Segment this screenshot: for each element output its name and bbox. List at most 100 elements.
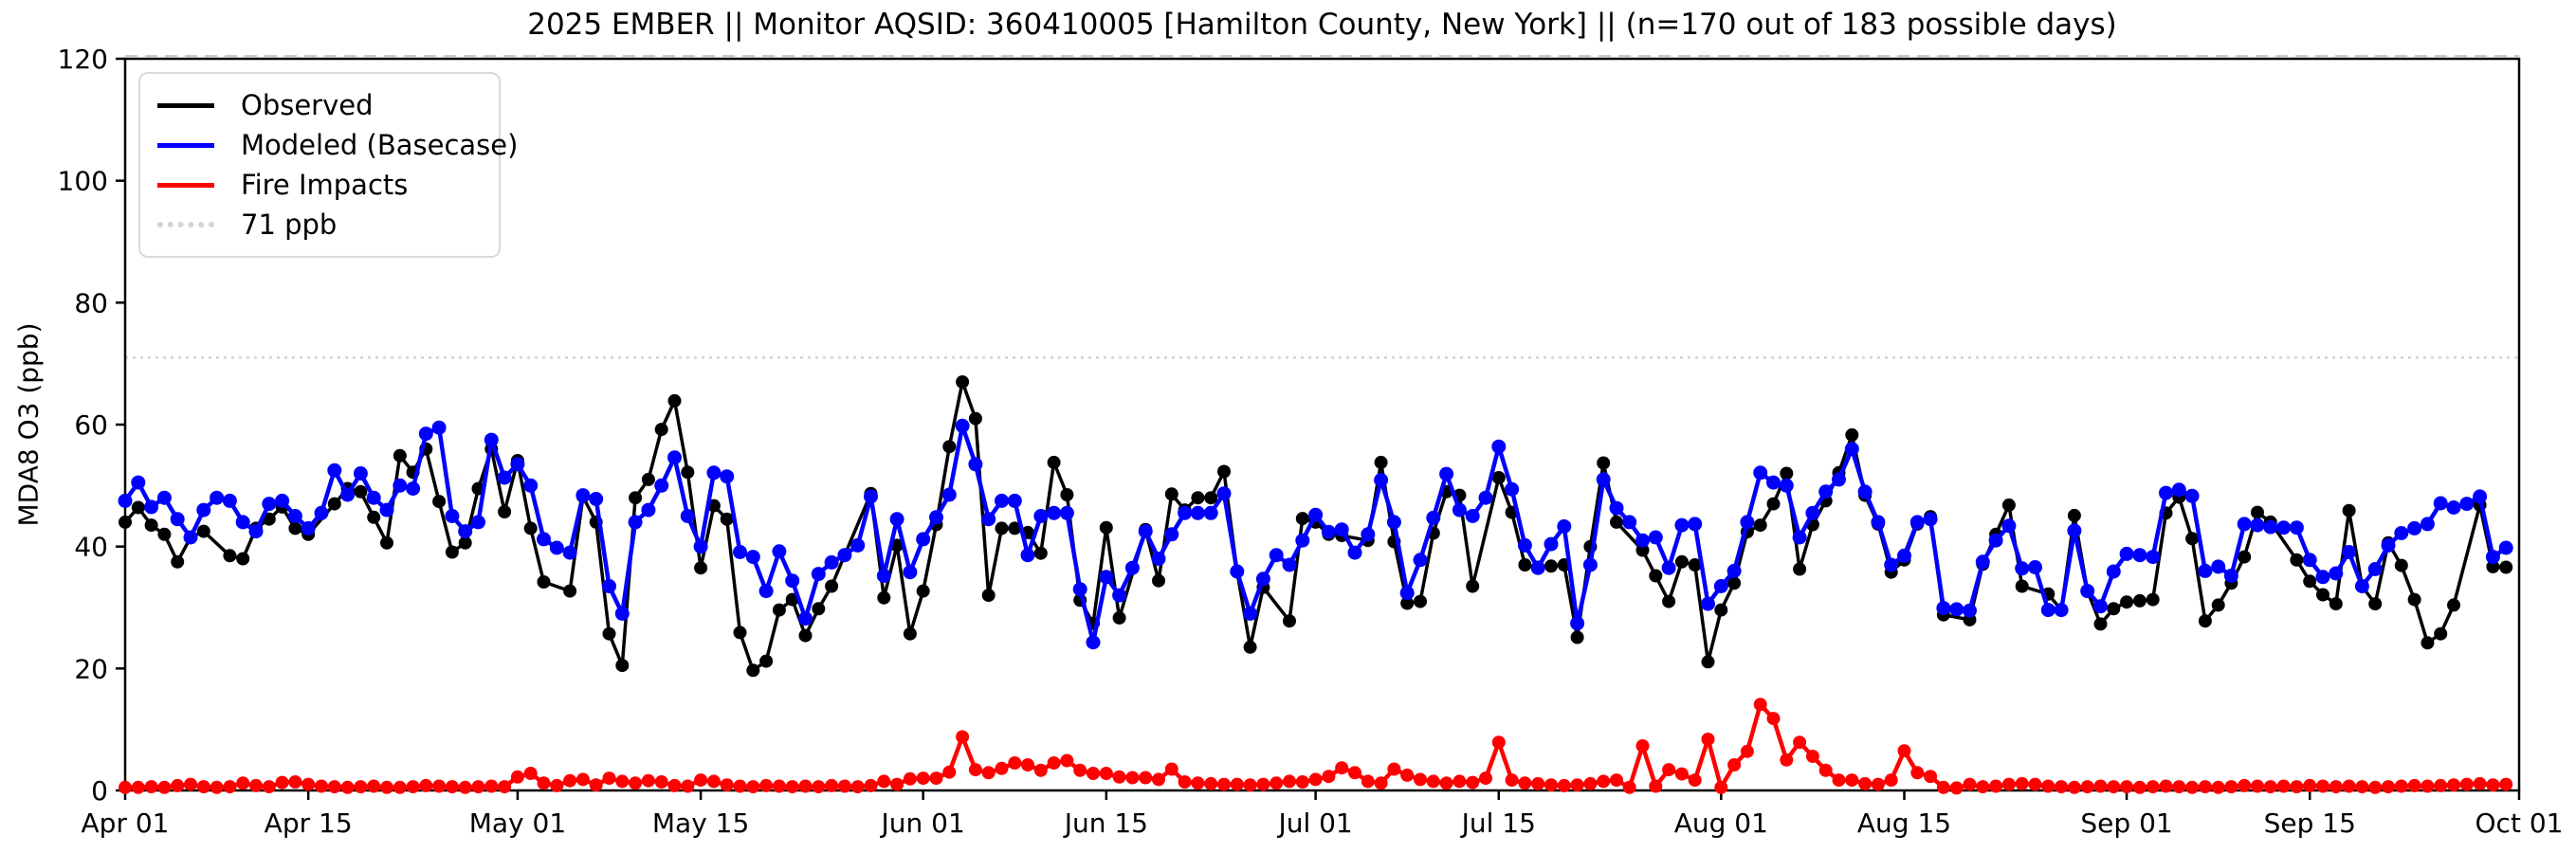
fire-marker: [1466, 775, 1480, 789]
x-tick-label: Aug 15: [1857, 808, 1951, 839]
fire-marker: [981, 766, 996, 780]
observed-marker: [1217, 464, 1231, 479]
fire-marker: [2368, 780, 2383, 794]
modeled-marker: [379, 502, 394, 517]
modeled-marker: [327, 463, 342, 478]
modeled-marker: [2315, 570, 2330, 585]
modeled-marker: [2132, 548, 2147, 563]
modeled-marker: [1269, 548, 1284, 563]
modeled-marker: [941, 487, 957, 502]
fire-marker: [432, 779, 447, 793]
observed-marker: [131, 500, 145, 515]
y-tick-label: 60: [74, 409, 108, 441]
fire-marker: [1387, 762, 1401, 776]
observed-marker: [733, 626, 747, 640]
observed-marker: [968, 411, 982, 426]
modeled-marker: [1334, 522, 1349, 537]
fire-marker: [2067, 780, 2081, 794]
modeled-marker: [222, 493, 237, 508]
observed-marker: [2447, 598, 2460, 612]
modeled-marker: [955, 418, 970, 433]
fire-marker: [1793, 735, 1807, 750]
fire-marker: [1414, 772, 1427, 787]
modeled-marker: [785, 573, 800, 589]
fire-marker: [641, 773, 655, 788]
modeled-marker: [758, 584, 774, 599]
fire-marker: [812, 780, 826, 794]
modeled-marker: [837, 548, 852, 563]
modeled-marker: [1517, 537, 1532, 553]
modeled-marker: [772, 544, 787, 559]
fire-marker: [2211, 780, 2225, 794]
modeled-marker: [2119, 546, 2134, 561]
observed-marker: [916, 584, 930, 598]
fire-marker: [602, 771, 616, 786]
observed-marker: [995, 521, 1009, 535]
fire-marker: [275, 775, 289, 789]
observed-marker: [2251, 505, 2264, 519]
fire-marker: [956, 730, 970, 744]
observed-marker: [1714, 603, 1728, 617]
observed-marker: [1466, 579, 1480, 593]
modeled-marker: [1112, 588, 1127, 603]
modeled-marker: [1361, 527, 1376, 542]
observed-marker: [236, 552, 250, 566]
modeled-marker: [1792, 530, 1807, 545]
observed-marker: [288, 521, 302, 535]
modeled-marker: [2067, 523, 2082, 538]
modeled-marker: [156, 490, 172, 505]
observed-marker: [1164, 487, 1178, 501]
modeled-marker: [2485, 550, 2500, 565]
fire-marker: [1491, 735, 1506, 750]
fire-marker: [2276, 779, 2291, 793]
modeled-marker: [1321, 524, 1336, 539]
fire-marker: [1845, 773, 1859, 788]
fire-marker: [315, 779, 328, 793]
fire-marker: [184, 777, 197, 791]
legend-item-modeled: Modeled (Basecase): [140, 125, 518, 165]
modeled-marker: [471, 515, 485, 530]
observed-marker: [1766, 497, 1781, 511]
fire-marker: [1191, 776, 1205, 790]
fire-marker: [759, 778, 774, 792]
modeled-marker: [1399, 586, 1415, 601]
modeled-marker: [1726, 563, 1742, 578]
observed-marker: [746, 663, 760, 678]
modeled-marker: [903, 565, 918, 580]
observed-marker: [171, 554, 185, 569]
observed-marker: [1727, 576, 1742, 590]
fire-marker: [1544, 778, 1558, 792]
x-tick-label: May 15: [652, 808, 749, 839]
modeled-marker: [445, 509, 460, 523]
fire-marker: [1531, 776, 1545, 790]
observed-marker: [1518, 558, 1532, 572]
modeled-marker: [262, 497, 277, 512]
x-tick-label: Jul 01: [1276, 808, 1352, 839]
legend: Observed Modeled (Basecase) Fire Impacts…: [138, 72, 518, 258]
modeled-marker: [1949, 602, 1964, 617]
observed-marker: [1047, 455, 1061, 469]
x-tick-label: Jul 15: [1460, 808, 1536, 839]
fire-marker: [1008, 756, 1022, 770]
modeled-marker: [575, 488, 591, 503]
fire-marker: [1164, 762, 1178, 776]
fire-marker: [1335, 761, 1349, 775]
modeled-marker: [118, 493, 133, 508]
fire-marker: [968, 763, 982, 777]
modeled-marker: [2093, 599, 2108, 614]
modeled-marker: [1936, 601, 1951, 616]
legend-item-refline: 71 ppb: [140, 205, 499, 245]
modeled-marker: [2028, 560, 2042, 574]
fire-marker: [2421, 779, 2435, 793]
legend-label-refline: 71 ppb: [241, 209, 338, 241]
observed-marker: [1544, 559, 1558, 573]
modeled-marker: [1897, 548, 1911, 563]
observed-marker: [432, 495, 447, 509]
fire-marker: [667, 778, 682, 792]
fire-marker: [850, 780, 865, 794]
modeled-marker: [1505, 481, 1520, 497]
fire-marker: [1518, 776, 1532, 790]
fire-marker: [340, 780, 355, 794]
modeled-marker: [2198, 563, 2213, 578]
modeled-marker: [2407, 520, 2422, 535]
